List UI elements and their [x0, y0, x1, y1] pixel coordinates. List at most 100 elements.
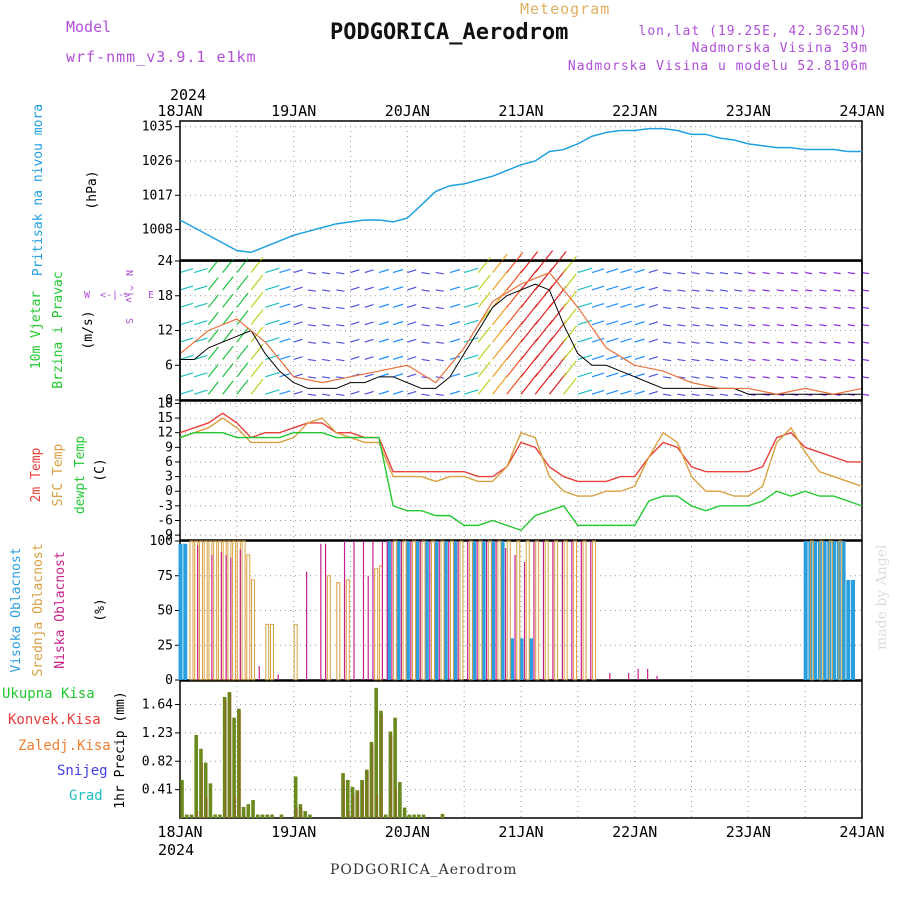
wind-arrow — [194, 354, 208, 361]
precip-bar-conv — [352, 793, 355, 818]
wind-arrow — [606, 355, 619, 361]
wind-arrow — [477, 326, 491, 343]
wind-arrow — [392, 390, 404, 395]
precip-bar-total — [417, 814, 421, 818]
y-tick-label: 1008 — [142, 223, 173, 238]
cloud-bar-high — [415, 541, 420, 680]
wind-arrow — [520, 268, 539, 291]
precip-axis-title: 1hr Precip (mm) — [113, 691, 128, 808]
cloud-bar-mid — [535, 540, 540, 681]
wind-arrow — [435, 393, 444, 397]
wind-arrow — [577, 354, 593, 361]
cloud-bar-mid — [251, 579, 256, 681]
wind-arrow — [435, 306, 444, 310]
cloud-bar-mid — [374, 568, 379, 681]
cloud-bar-mid — [809, 540, 814, 681]
precip-bar-conv — [229, 693, 232, 818]
wind-arrow — [691, 376, 700, 379]
wind-arrow — [520, 355, 539, 378]
cloud-bar-mid — [421, 540, 426, 681]
wind-arrow — [705, 376, 714, 379]
wind-arrow — [222, 363, 234, 378]
wind-arrow — [662, 324, 672, 327]
pressure-panel: 1008 1017 1026 1035 Pritisak na nivou mora (h… — [31, 104, 863, 276]
wind-arrow — [236, 292, 249, 308]
y-tick-label: 12 — [157, 324, 173, 339]
cloud-bar-mid — [506, 540, 511, 681]
wind-arrow — [207, 346, 219, 360]
wind-arrow — [634, 355, 645, 361]
wind-arrow — [265, 389, 280, 395]
wind-arrow — [477, 378, 491, 395]
precip-bar-total — [194, 734, 199, 818]
precip-bar-total — [208, 783, 213, 818]
wind-arrow — [350, 338, 360, 343]
cloud-bar-high — [453, 541, 458, 680]
wind-arrow — [179, 389, 194, 395]
wind-arrow — [378, 286, 390, 291]
wind-arrow — [194, 267, 208, 274]
y-tick-label: 18 — [157, 396, 173, 411]
wind-arrow — [606, 389, 619, 395]
wind-arrow — [719, 393, 729, 397]
wind-arrow — [392, 355, 404, 361]
wind-arrow — [805, 289, 813, 292]
wind-arrow — [805, 271, 813, 275]
wind-arrow — [392, 373, 404, 378]
wind-arrow — [350, 304, 360, 308]
cloud-bar-high — [491, 541, 496, 680]
wind-arrow — [790, 324, 799, 327]
temp-axis-title-dewpt: dewpt Temp — [73, 436, 88, 514]
wind-arrow — [449, 303, 461, 308]
wind-arrow — [407, 356, 417, 361]
wind-arrow — [748, 376, 756, 379]
cloud-bar-mid — [213, 540, 218, 681]
wind-arrow — [492, 323, 508, 343]
y-tick-label: -6 — [157, 513, 173, 528]
precip-legend-item: Zaledj.Kisa — [18, 738, 111, 754]
wind-arrow — [449, 268, 461, 274]
wind-arrow — [392, 338, 404, 343]
cloud-bar-mid — [544, 540, 549, 681]
wind-arrow — [321, 271, 331, 275]
wind-arrow — [236, 362, 249, 378]
wind-arrow — [648, 373, 658, 378]
wind-arrow — [449, 286, 461, 291]
wind-arrow — [819, 376, 827, 379]
cloud-bar-mid — [412, 540, 417, 681]
precip-bar-total — [440, 813, 445, 818]
wind-arrow — [705, 341, 714, 344]
wind-arrow — [492, 288, 508, 308]
wind-arrow — [392, 303, 404, 308]
wind-arrow — [407, 304, 417, 308]
cloud-bar-mid — [468, 540, 473, 681]
wind-arrow — [392, 286, 404, 291]
cloud-bar-high — [178, 543, 183, 680]
wind-arrow — [179, 354, 194, 361]
wind-arrow — [336, 306, 345, 310]
wind-arrow — [506, 269, 524, 291]
wind-arrow — [506, 304, 524, 326]
cloud-bar-high — [841, 541, 846, 680]
wind-arrow — [279, 303, 291, 308]
wind-arrow — [506, 338, 524, 360]
cloud-bar-mid — [198, 540, 203, 681]
wind-arrow — [719, 271, 729, 275]
wind-arrow — [634, 321, 645, 326]
cloud-bar-high — [386, 541, 391, 680]
wind-arrow — [719, 376, 729, 379]
wind-frame-overlay — [179, 260, 863, 401]
wind-arrow — [662, 376, 672, 379]
wind-arrow — [194, 285, 208, 291]
wind-arrow — [477, 274, 491, 291]
wind-arrow — [762, 376, 770, 379]
wind-arrow — [421, 358, 430, 362]
temp-line-2 — [179, 432, 863, 532]
precip-bar-total — [260, 814, 265, 818]
wind-arrow — [819, 324, 827, 327]
wind-arrow — [634, 373, 645, 378]
wind-arrow — [407, 373, 417, 378]
wind-arrow — [179, 302, 194, 308]
wind-arrow — [819, 289, 827, 292]
wind-arrow — [265, 267, 280, 274]
